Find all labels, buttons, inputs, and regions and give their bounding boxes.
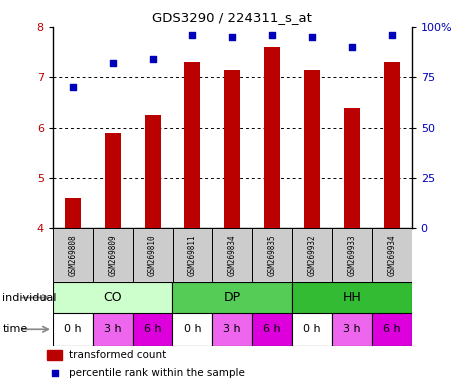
Bar	[93, 313, 132, 346]
Text: GSM269811: GSM269811	[188, 235, 196, 276]
Text: 0 h: 0 h	[183, 324, 201, 334]
Bar	[291, 228, 331, 282]
Text: percentile rank within the sample: percentile rank within the sample	[69, 367, 245, 377]
Text: GSM269933: GSM269933	[347, 235, 356, 276]
Point	[268, 32, 275, 38]
Text: 0 h: 0 h	[64, 324, 81, 334]
Bar	[371, 228, 411, 282]
Text: GSM269834: GSM269834	[227, 235, 236, 276]
Text: 3 h: 3 h	[223, 324, 241, 334]
Point	[51, 369, 58, 376]
Point	[188, 32, 196, 38]
Bar	[331, 313, 371, 346]
Point	[308, 34, 315, 40]
Bar	[224, 70, 240, 228]
Text: CO: CO	[103, 291, 122, 304]
Point	[69, 84, 76, 91]
Bar	[212, 228, 252, 282]
Bar	[53, 282, 172, 313]
Bar	[144, 115, 160, 228]
Text: 6 h: 6 h	[263, 324, 280, 334]
Bar	[263, 47, 280, 228]
Bar	[172, 313, 212, 346]
Text: GSM269809: GSM269809	[108, 235, 117, 276]
Text: GSM269934: GSM269934	[386, 235, 395, 276]
Bar	[132, 228, 172, 282]
Bar	[331, 228, 371, 282]
Text: GSM269810: GSM269810	[148, 235, 157, 276]
Text: DP: DP	[223, 291, 241, 304]
Bar	[53, 228, 93, 282]
Text: time: time	[2, 324, 28, 334]
Text: 3 h: 3 h	[104, 324, 121, 334]
Bar	[184, 62, 200, 228]
Bar	[252, 313, 291, 346]
Point	[387, 32, 395, 38]
Bar	[65, 198, 81, 228]
Text: GSM269808: GSM269808	[68, 235, 77, 276]
Text: GSM269835: GSM269835	[267, 235, 276, 276]
Text: 0 h: 0 h	[302, 324, 320, 334]
Text: 6 h: 6 h	[144, 324, 161, 334]
Bar	[105, 133, 120, 228]
Bar	[93, 228, 132, 282]
Bar	[212, 313, 252, 346]
Text: 3 h: 3 h	[342, 324, 360, 334]
Bar	[172, 282, 291, 313]
Bar	[53, 313, 93, 346]
Bar	[343, 108, 359, 228]
Point	[109, 60, 116, 66]
Bar	[303, 70, 319, 228]
Bar	[383, 62, 399, 228]
Text: GSM269932: GSM269932	[307, 235, 316, 276]
Text: HH: HH	[342, 291, 360, 304]
Point	[228, 34, 235, 40]
Text: individual: individual	[2, 293, 56, 303]
Bar	[172, 228, 212, 282]
Bar	[291, 313, 331, 346]
Bar	[371, 313, 411, 346]
Bar	[47, 350, 62, 360]
Title: GDS3290 / 224311_s_at: GDS3290 / 224311_s_at	[152, 11, 312, 24]
Text: 6 h: 6 h	[382, 324, 400, 334]
Bar	[252, 228, 291, 282]
Point	[149, 56, 156, 62]
Text: transformed count: transformed count	[69, 350, 166, 360]
Point	[347, 44, 355, 50]
Bar	[291, 282, 411, 313]
Bar	[132, 313, 172, 346]
